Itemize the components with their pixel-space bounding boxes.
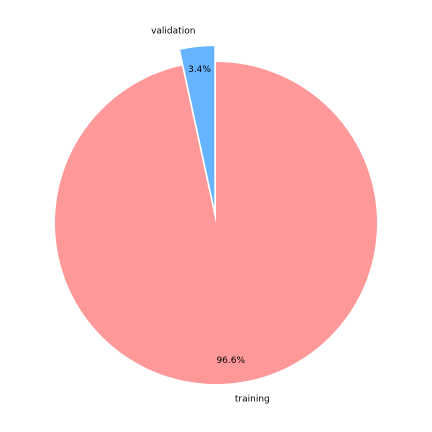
- pie-slice-training: [55, 61, 378, 385]
- slice-label-training: training: [235, 395, 270, 405]
- slice-percent-validation: 3.4%: [188, 65, 211, 75]
- slice-percent-training: 96.6%: [216, 356, 245, 366]
- pie-labels: validation 3.4% training 96.6%: [151, 27, 270, 405]
- pie-slices: [55, 46, 378, 385]
- slice-label-validation: validation: [151, 27, 195, 37]
- pie-slice-validation: [180, 46, 215, 208]
